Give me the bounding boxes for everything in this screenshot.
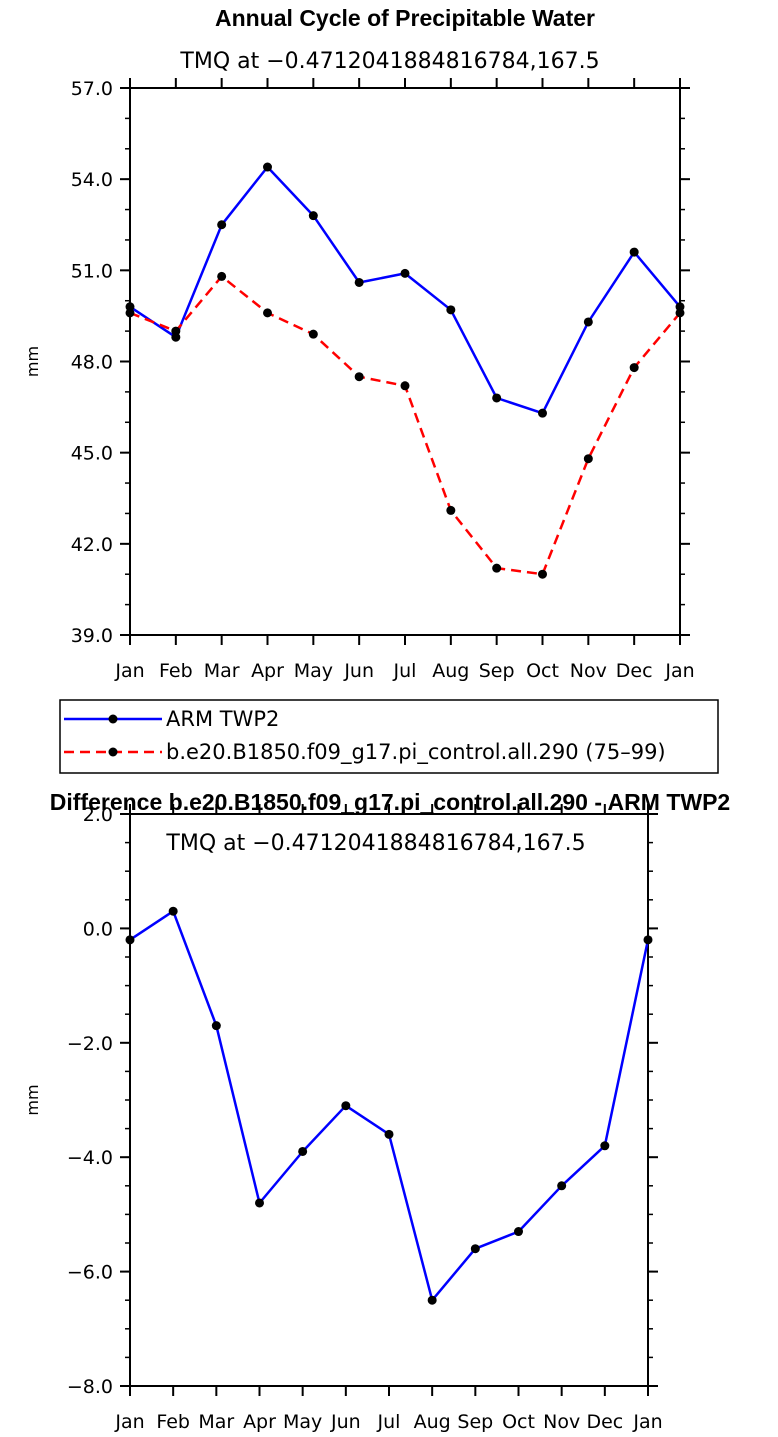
data-point bbox=[384, 1129, 394, 1139]
legend-box bbox=[59, 699, 719, 774]
data-point bbox=[629, 247, 639, 257]
x-tick-label: Oct bbox=[502, 1411, 535, 1433]
data-point bbox=[446, 505, 456, 515]
data-point bbox=[538, 408, 547, 418]
data-point bbox=[263, 308, 272, 318]
plot-frame bbox=[129, 87, 681, 636]
x-tick-label: Jan bbox=[632, 1411, 662, 1433]
y-tick-label: 54.0 bbox=[71, 169, 113, 191]
top-chart-subtitle: TMQ at −0.4712041884816784,167.5 bbox=[179, 49, 599, 74]
x-tick-label: Jul bbox=[393, 660, 417, 682]
y-axis-label: mm bbox=[23, 1084, 42, 1115]
x-tick-label: Nov bbox=[570, 660, 607, 682]
data-point bbox=[538, 569, 547, 579]
x-tick-label: Dec bbox=[586, 1411, 623, 1433]
data-point bbox=[583, 317, 593, 327]
data-point bbox=[514, 1227, 523, 1237]
data-point bbox=[427, 1295, 437, 1305]
data-point bbox=[217, 220, 227, 230]
top-chart: 39.0 42.0 45.0 48.0 51.0 54.0 57.0 Jan Feb Mar Apr… bbox=[23, 78, 695, 682]
data-point bbox=[446, 305, 456, 315]
x-tick-label: Sep bbox=[457, 1411, 493, 1433]
data-point bbox=[675, 308, 685, 318]
data-point bbox=[354, 372, 364, 382]
data-point bbox=[400, 268, 410, 278]
x-tick-label: Oct bbox=[526, 660, 559, 682]
x-tick-label: Mar bbox=[198, 1411, 234, 1433]
x-tick-label: Dec bbox=[616, 660, 653, 682]
data-point bbox=[600, 1141, 610, 1151]
data-point bbox=[400, 381, 410, 391]
data-point bbox=[171, 326, 181, 336]
x-tick-label: Mar bbox=[204, 660, 240, 682]
data-point bbox=[492, 393, 502, 403]
x-tick-label: Jun bbox=[343, 660, 374, 682]
x-tick-label: Feb bbox=[156, 1411, 190, 1433]
y-tick-label: 51.0 bbox=[71, 260, 113, 282]
y-tick-label: 42.0 bbox=[71, 534, 113, 556]
legend-label-model: b.e20.B1850.f09_g17.pi_control.all.290 (… bbox=[166, 740, 666, 765]
data-point bbox=[583, 454, 593, 464]
legend-marker-obs bbox=[108, 714, 118, 724]
x-tick-label: Jan bbox=[114, 660, 144, 682]
plot-frame bbox=[129, 813, 649, 1387]
top-chart-title: Annual Cycle of Precipitable Water bbox=[215, 5, 595, 31]
y-tick-label: 48.0 bbox=[71, 352, 113, 374]
x-tick-label: May bbox=[294, 660, 333, 682]
data-point bbox=[492, 563, 502, 573]
data-point bbox=[125, 935, 135, 945]
data-point bbox=[308, 329, 318, 339]
data-point bbox=[125, 308, 135, 318]
y-tick-label: 2.0 bbox=[83, 804, 113, 826]
data-point bbox=[341, 1101, 351, 1111]
y-tick-label: 39.0 bbox=[71, 625, 113, 647]
y-tick-label: −2.0 bbox=[67, 1033, 113, 1055]
data-point bbox=[217, 271, 227, 281]
data-point bbox=[629, 363, 639, 373]
y-tick-label: −6.0 bbox=[67, 1262, 113, 1284]
legend-marker-model bbox=[108, 747, 118, 757]
x-tick-label: Feb bbox=[159, 660, 193, 682]
x-tick-label: Jun bbox=[330, 1411, 361, 1433]
data-point bbox=[168, 906, 178, 916]
series-line-0 bbox=[129, 165, 681, 415]
x-tick-label: Jan bbox=[114, 1411, 144, 1433]
y-tick-label: 57.0 bbox=[71, 78, 113, 100]
x-tick-label: Jul bbox=[377, 1411, 401, 1433]
series-line-0 bbox=[129, 909, 650, 1302]
series-line-1 bbox=[129, 275, 681, 576]
x-tick-label: Nov bbox=[543, 1411, 580, 1433]
bottom-chart: −8.0 −6.0 −4.0 −2.0 0.0 2.0 Jan Feb Mar Apr May Jun… bbox=[23, 804, 663, 1433]
bottom-chart-subtitle: TMQ at −0.4712041884816784,167.5 bbox=[165, 831, 585, 856]
x-tick-label: May bbox=[283, 1411, 322, 1433]
data-point bbox=[298, 1146, 308, 1156]
data-point bbox=[263, 162, 272, 172]
x-tick-label: Aug bbox=[432, 660, 469, 682]
x-tick-label: Jan bbox=[664, 660, 694, 682]
x-tick-label: Sep bbox=[479, 660, 515, 682]
data-point bbox=[308, 211, 318, 221]
data-point bbox=[255, 1198, 264, 1208]
y-axis-label: mm bbox=[23, 346, 42, 377]
legend: ARM TWP2 b.e20.B1850.f09_g17.pi_control.… bbox=[59, 699, 719, 774]
data-point bbox=[643, 935, 653, 945]
x-tick-label: Apr bbox=[251, 660, 284, 682]
y-tick-label: −8.0 bbox=[67, 1376, 113, 1398]
data-point bbox=[211, 1021, 221, 1031]
data-point bbox=[470, 1244, 480, 1254]
y-tick-label: 0.0 bbox=[83, 918, 113, 940]
data-point bbox=[354, 277, 364, 287]
legend-label-obs: ARM TWP2 bbox=[166, 707, 279, 731]
x-tick-label: Aug bbox=[414, 1411, 451, 1433]
y-tick-label: 45.0 bbox=[71, 443, 113, 465]
data-point bbox=[557, 1181, 567, 1191]
x-tick-label: Apr bbox=[243, 1411, 276, 1433]
y-tick-label: −4.0 bbox=[67, 1147, 113, 1169]
